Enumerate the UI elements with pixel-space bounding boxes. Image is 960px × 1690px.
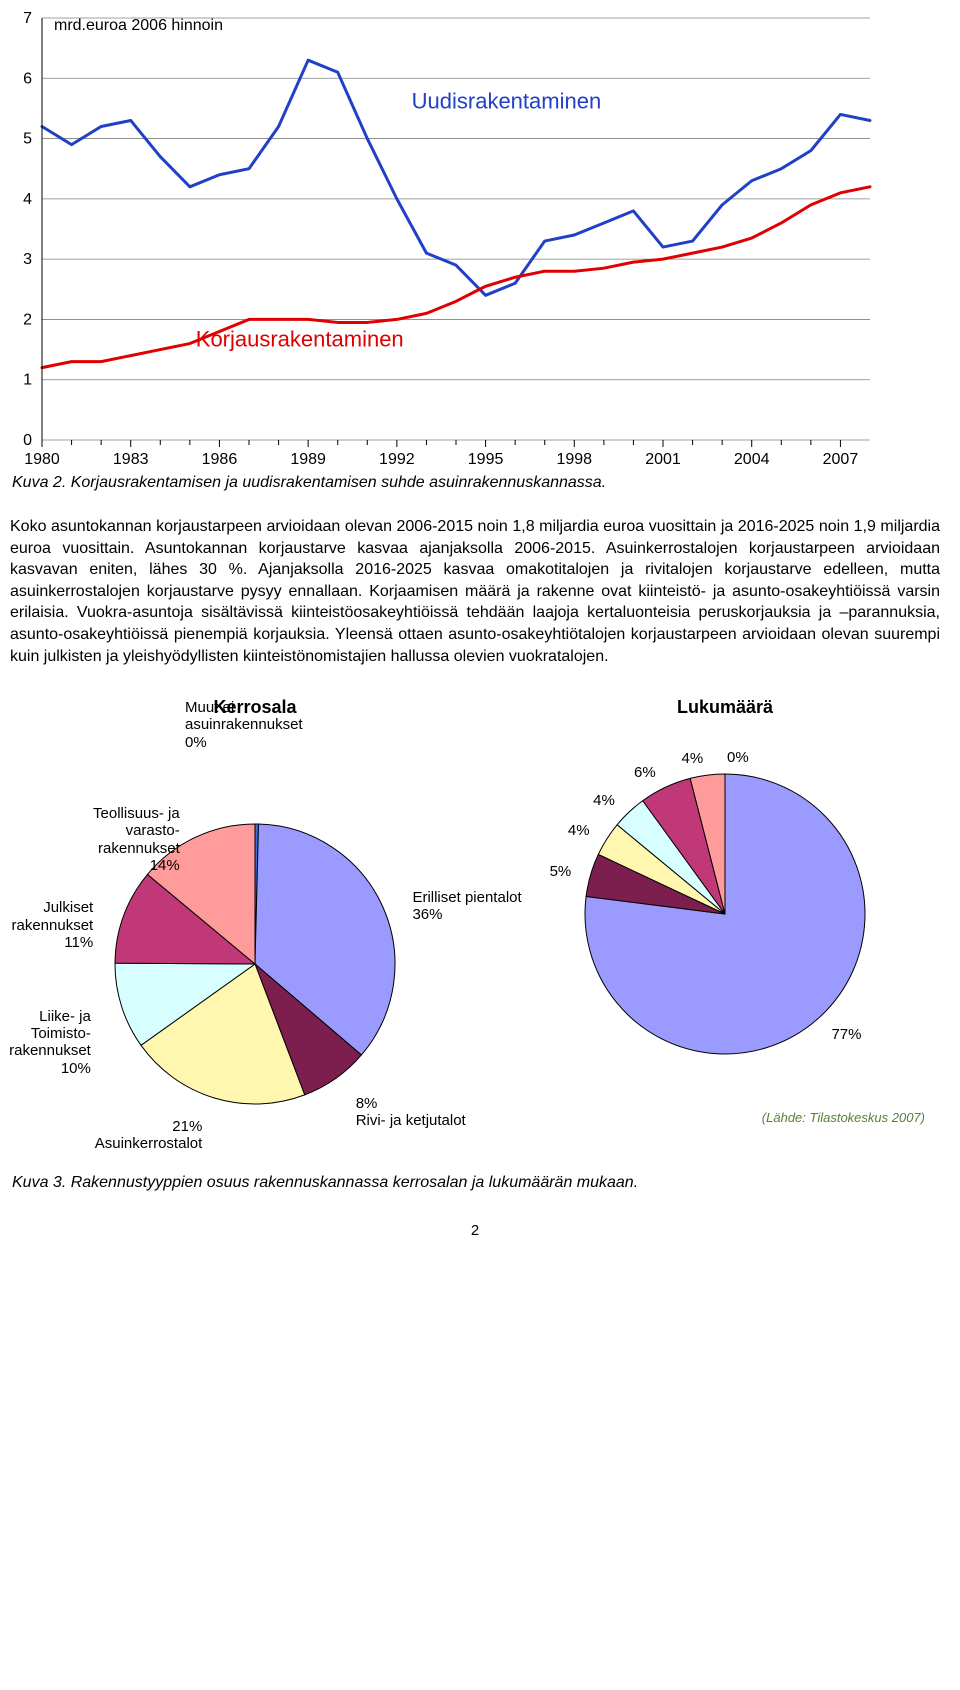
pie-slice-label: Muut eiasuinrakennukset0% [185,699,303,751]
svg-text:1980: 1980 [24,451,60,468]
pie-source: (Lähde: Tilastokeskus 2007) [525,1110,925,1125]
svg-text:mrd.euroa 2006 hinnoin: mrd.euroa 2006 hinnoin [54,17,223,34]
pie-slice-pct: 6% [634,764,656,781]
svg-text:Uudisrakentaminen: Uudisrakentaminen [412,88,602,113]
pie-slice-pct: 4% [568,822,590,839]
svg-text:1992: 1992 [379,451,415,468]
construction-line-chart: 1980 1983 1986 1989 1992 1995 1998 2001 2004 2007… [10,10,880,470]
svg-text:2: 2 [23,311,32,328]
body-paragraph: Koko asuntokannan korjaustarpeen arvioid… [10,516,940,667]
pie-slice-pct: 4% [682,750,704,767]
svg-text:4: 4 [23,191,32,208]
figure-2-caption: Kuva 2. Korjausrakentamisen ja uudisrake… [12,474,940,492]
pie-slice-label: Julkisetrakennukset11% [12,899,94,951]
line-chart-svg: 1980 1983 1986 1989 1992 1995 1998 2001 2004 2007… [10,10,880,470]
pie-slice-pct: 5% [550,863,572,880]
pie-slice-pct: 77% [831,1026,861,1043]
svg-text:7: 7 [23,10,32,27]
svg-text:6: 6 [23,70,32,87]
svg-text:5: 5 [23,131,32,148]
svg-text:3: 3 [23,251,32,268]
pie-slice-label: 8%Rivi- ja ketjutalot [356,1095,466,1130]
pie-slice-pct: 0% [727,749,749,766]
page-number: 2 [10,1222,940,1239]
svg-text:2004: 2004 [734,451,770,468]
svg-text:1983: 1983 [113,451,149,468]
pie-slice-pct: 4% [593,792,615,809]
pie-left: Kerrosala Muut eiasuinrakennukset0%Erill… [25,697,485,1164]
svg-text:1998: 1998 [556,451,592,468]
pie-charts-row: Kerrosala Muut eiasuinrakennukset0%Erill… [10,697,940,1164]
svg-text:1986: 1986 [202,451,238,468]
pie-right-svg [525,744,925,1104]
pie-slice-label: Teollisuus- javarasto-rakennukset14% [93,805,180,874]
pie-slice-label: Erilliset pientalot36% [412,889,521,924]
svg-text:2001: 2001 [645,451,681,468]
figure-3-caption: Kuva 3. Rakennustyyppien osuus rakennusk… [12,1174,940,1192]
pie-slice-label: 21%Asuinkerrostalot [95,1118,203,1153]
svg-text:1: 1 [23,372,32,389]
svg-text:2007: 2007 [823,451,859,468]
pie-right: Lukumäärä (Lähde: Tilastokeskus 2007) 0%… [525,697,925,1164]
svg-text:Korjausrakentaminen: Korjausrakentaminen [196,327,404,352]
svg-text:0: 0 [23,432,32,449]
pie-slice-label: Liike- jaToimisto-rakennukset10% [9,1008,91,1077]
svg-text:1995: 1995 [468,451,504,468]
pie-right-title: Lukumäärä [677,697,773,718]
svg-text:1989: 1989 [290,451,326,468]
